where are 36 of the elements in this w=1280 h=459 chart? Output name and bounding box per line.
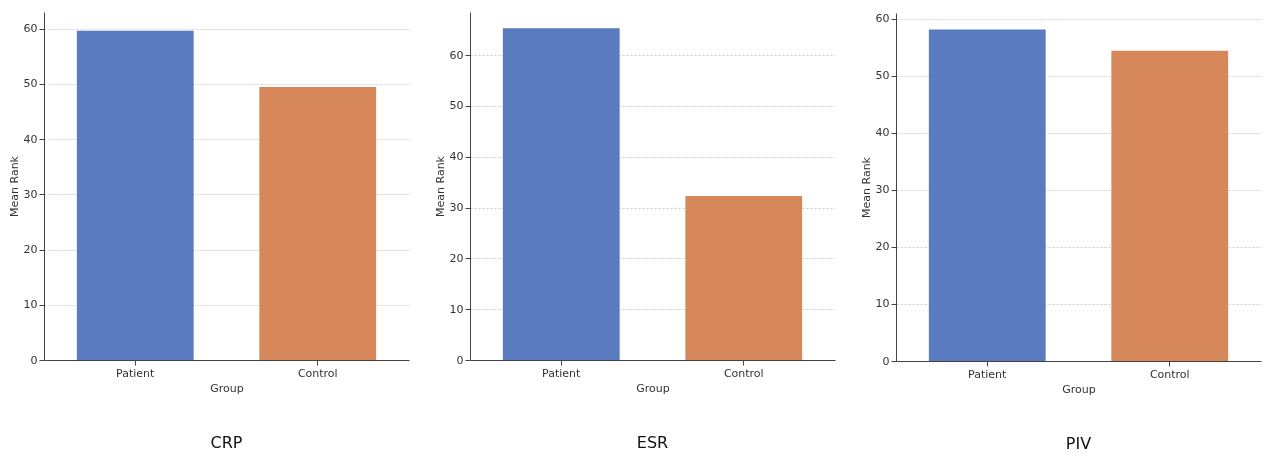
y-tick-label: 0: [30, 353, 38, 367]
y-tick-label: 20: [875, 240, 890, 254]
text: CRP: [210, 433, 243, 452]
y-tick-label: 50: [449, 99, 464, 113]
y-tick-label: 60: [875, 12, 890, 26]
y-tick-label: 30: [875, 183, 890, 197]
y-tick-label: 40: [23, 132, 38, 146]
y-axis-title: Mean Rank: [859, 156, 873, 218]
x-tick-label: Patient: [116, 366, 156, 380]
x-tick-label: Patient: [542, 366, 582, 380]
y-tick-label: 50: [875, 69, 890, 83]
text: PIV: [1065, 434, 1092, 453]
x-tick-label: Control: [297, 366, 338, 380]
text: ESR: [636, 433, 669, 452]
y-tick-label: 20: [449, 251, 464, 265]
x-tick-label: Patient: [968, 367, 1008, 381]
x-tick-label: Control: [723, 366, 764, 380]
y-axis-title: Mean Rank: [7, 155, 21, 217]
y-tick-label: 10: [449, 302, 464, 316]
y-tick-label: 60: [23, 22, 38, 36]
y-tick-label: 10: [23, 298, 38, 312]
x-tick-label: Control: [1149, 367, 1190, 381]
y-tick-label: 30: [449, 201, 464, 215]
y-tick-label: 30: [23, 187, 38, 201]
y-tick-label: 0: [456, 353, 464, 367]
x-axis-title: Group: [636, 381, 670, 395]
y-axis-title: Mean Rank: [433, 155, 447, 217]
y-tick-label: 40: [449, 150, 464, 164]
y-tick-label: 40: [875, 126, 890, 140]
y-tick-label: 60: [449, 48, 464, 62]
x-axis-title: Group: [210, 381, 244, 395]
y-tick-label: 20: [23, 243, 38, 257]
y-tick-label: 50: [23, 77, 38, 91]
y-tick-label: 0: [882, 354, 890, 368]
x-axis-title: Group: [1062, 382, 1096, 396]
y-tick-label: 10: [875, 297, 890, 311]
